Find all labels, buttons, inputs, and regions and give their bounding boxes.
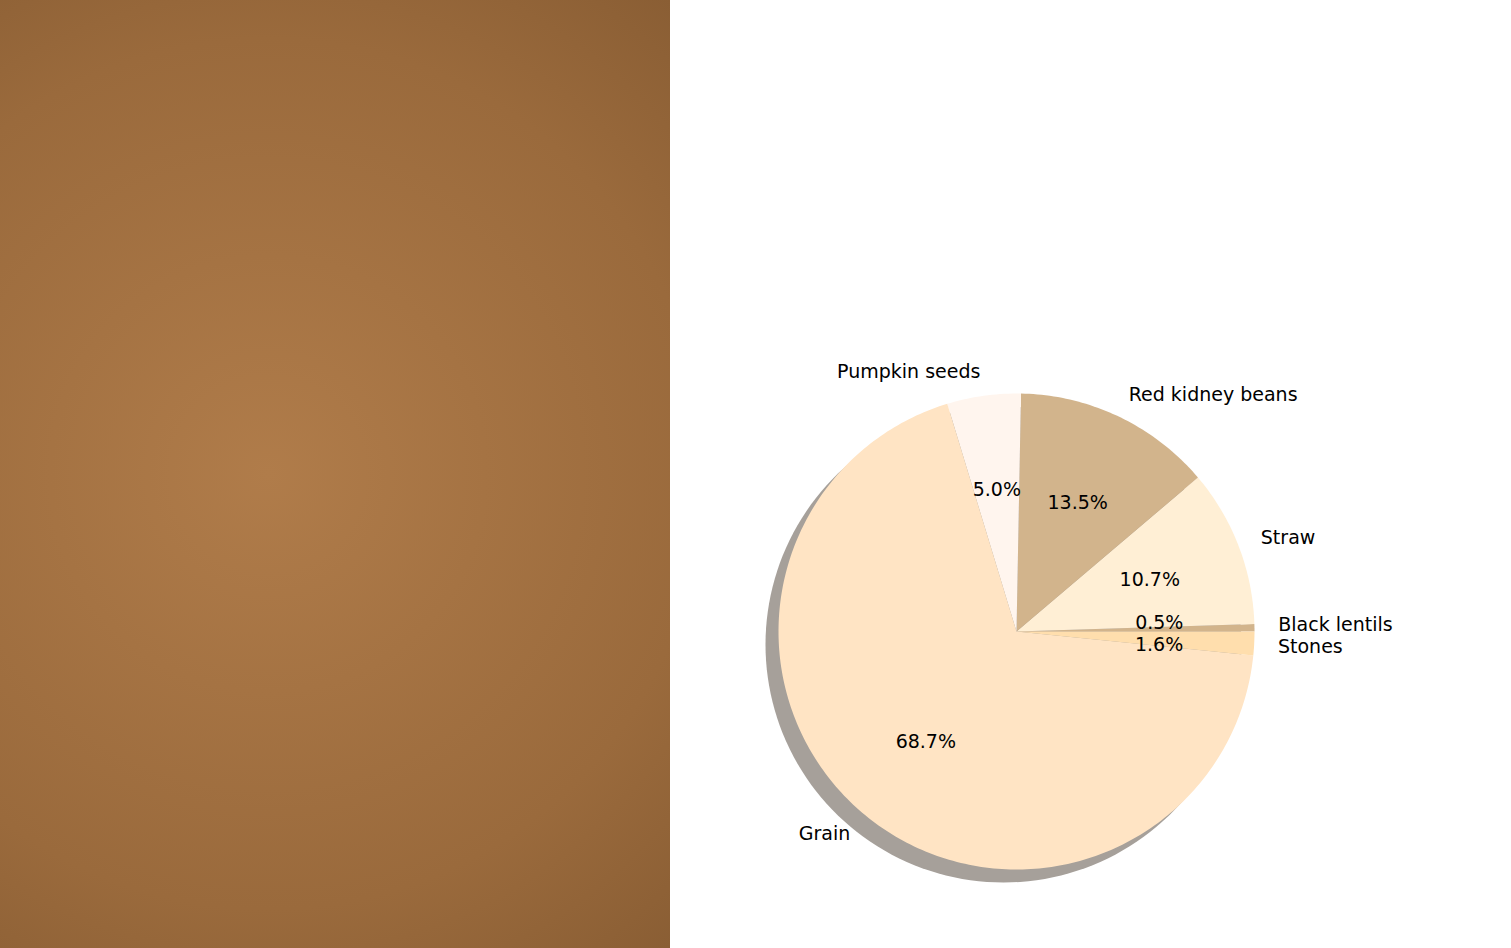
svg-text:5.0%: 5.0% — [973, 478, 1021, 500]
svg-text:Straw: Straw — [1261, 526, 1316, 548]
svg-text:Grain: Grain — [799, 822, 851, 844]
svg-text:Red kidney beans: Red kidney beans — [1129, 383, 1298, 405]
svg-text:Pumpkin seeds: Pumpkin seeds — [837, 360, 980, 382]
svg-text:10.7%: 10.7% — [1120, 568, 1180, 590]
svg-text:Black lentils: Black lentils — [1278, 613, 1392, 635]
svg-text:1.6%: 1.6% — [1135, 633, 1183, 655]
svg-text:13.5%: 13.5% — [1048, 491, 1108, 513]
svg-text:0.5%: 0.5% — [1135, 611, 1183, 633]
svg-text:68.7%: 68.7% — [896, 730, 956, 752]
svg-text:Stones: Stones — [1278, 635, 1343, 657]
